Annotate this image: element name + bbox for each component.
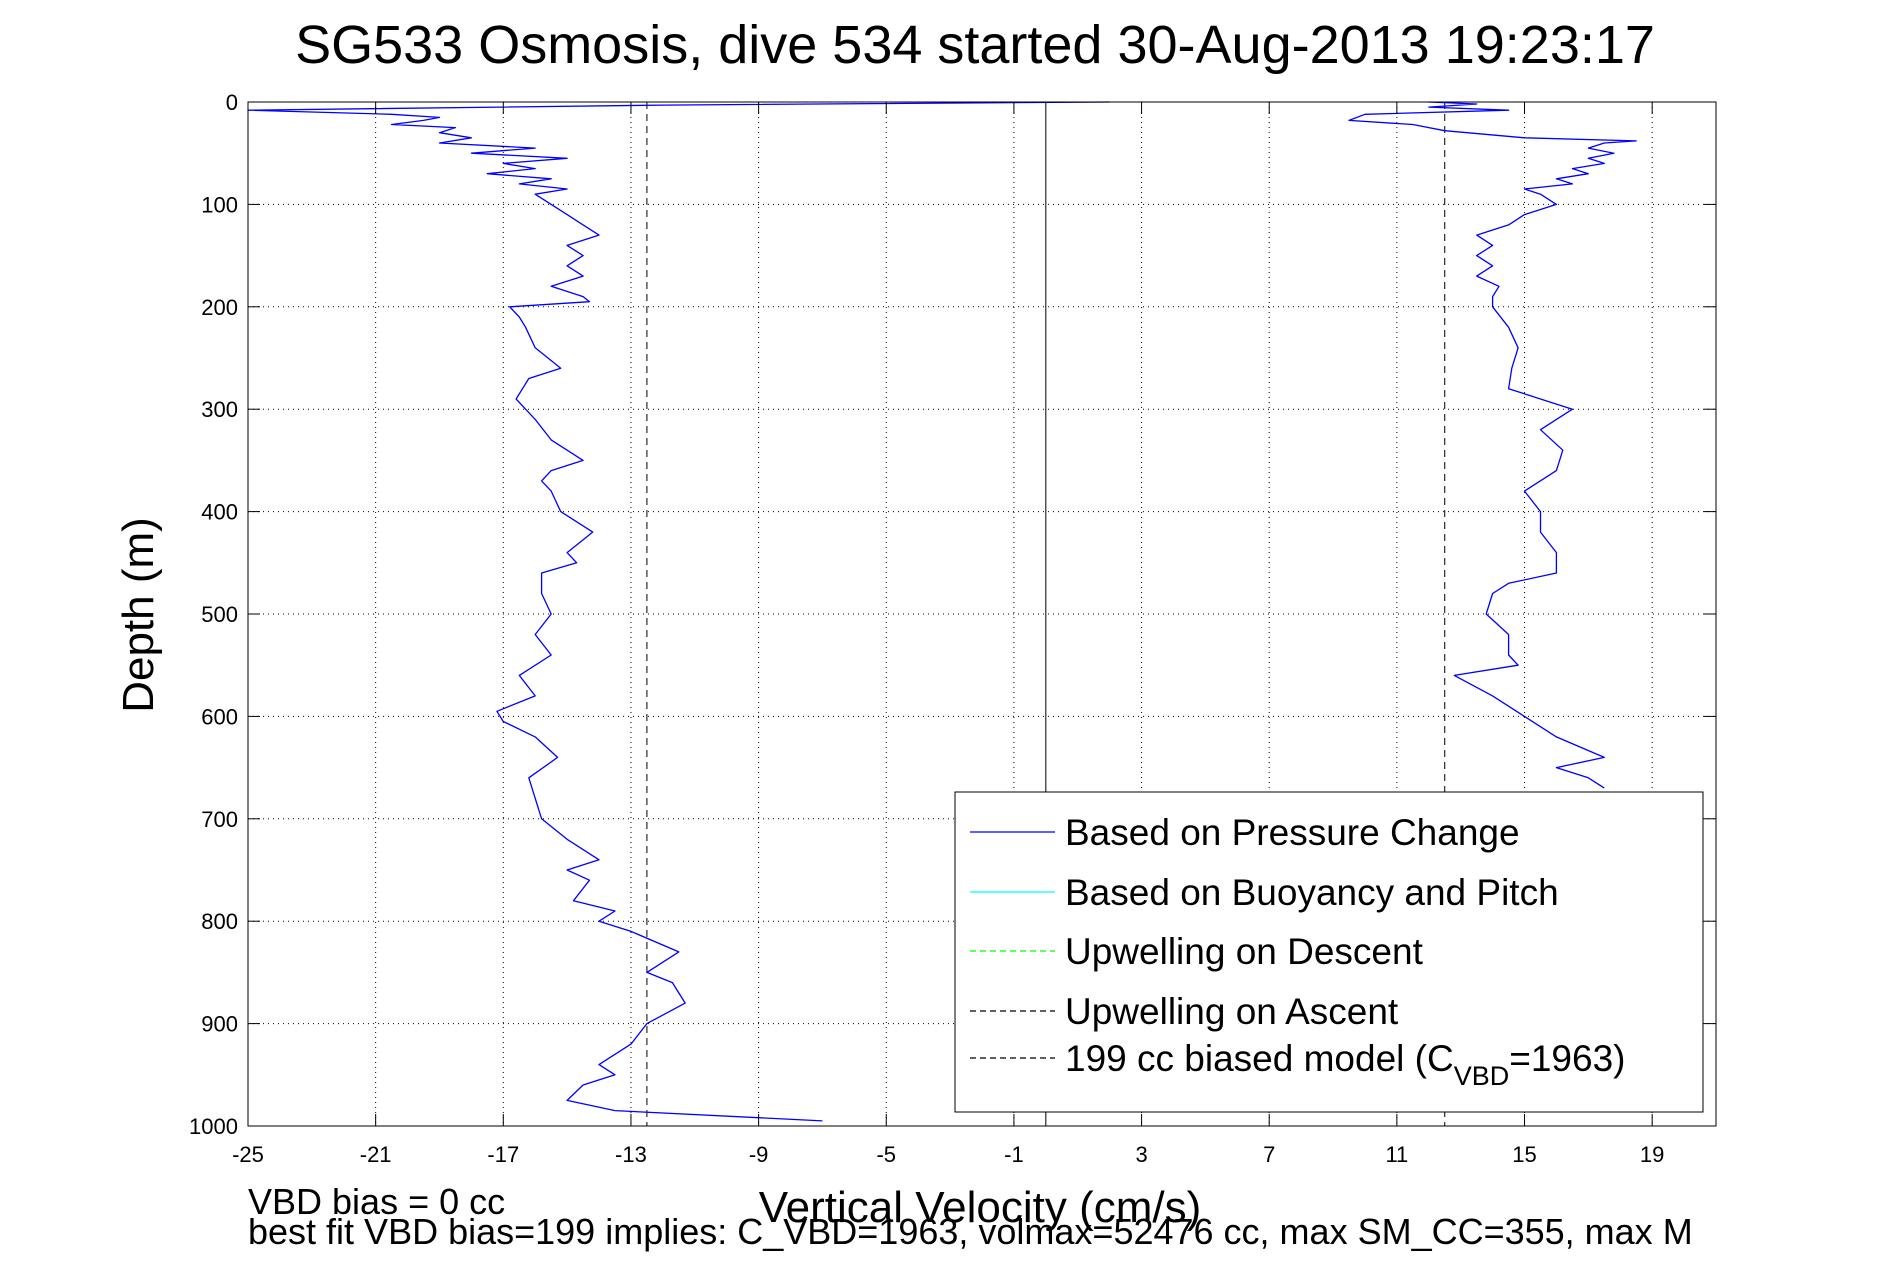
x-tick-label: 15 bbox=[1512, 1142, 1536, 1167]
x-tick-label: 11 bbox=[1385, 1142, 1408, 1167]
legend-label: Based on Buoyancy and Pitch bbox=[1065, 872, 1559, 913]
y-tick-label: 900 bbox=[201, 1012, 238, 1037]
best-fit-note: best fit VBD bias=199 implies: C_VBD=196… bbox=[248, 1211, 1693, 1252]
x-tick-label: 3 bbox=[1135, 1142, 1147, 1167]
series-line-ascent bbox=[1348, 101, 1637, 789]
axis-ticks: -25 -21 -17 -13 -9 -5 -1 3 7 11 15 1901002003004005… bbox=[189, 90, 1716, 1167]
y-tick-label: 700 bbox=[201, 807, 238, 832]
x-tick-label: 7 bbox=[1263, 1142, 1275, 1167]
y-axis-label: Depth (m) bbox=[114, 517, 163, 713]
y-tick-label: 200 bbox=[201, 295, 238, 320]
y-tick-label: 800 bbox=[201, 909, 238, 934]
legend-label: Upwelling on Descent bbox=[1065, 931, 1424, 972]
y-tick-label: 0 bbox=[226, 90, 238, 115]
legend-box bbox=[954, 791, 1704, 1113]
grid-lines bbox=[247, 101, 1716, 1127]
y-tick-label: 400 bbox=[201, 500, 238, 525]
legend: Based on Pressure Change Based on Buoyanc… bbox=[954, 791, 1704, 1113]
y-tick-label: 600 bbox=[201, 704, 238, 729]
legend-label: Based on Pressure Change bbox=[1065, 812, 1520, 853]
y-tick-label: 300 bbox=[201, 397, 238, 422]
x-tick-label: -21 bbox=[360, 1142, 392, 1167]
series-line-descent bbox=[247, 101, 1110, 1122]
x-tick-label: 19 bbox=[1640, 1142, 1664, 1167]
vbd-bias-note: VBD bias = 0 cc bbox=[248, 1181, 506, 1222]
chart-title: SG533 Osmosis, dive 534 started 30-Aug-2… bbox=[295, 15, 1655, 75]
x-tick-label: -5 bbox=[876, 1142, 896, 1167]
x-tick-label: -1 bbox=[1004, 1142, 1024, 1167]
legend-label: Upwelling on Ascent bbox=[1065, 991, 1399, 1032]
x-axis-label: Vertical Velocity (cm/s) bbox=[759, 1183, 1202, 1232]
x-tick-label: -9 bbox=[749, 1142, 769, 1167]
y-tick-label: 100 bbox=[201, 192, 238, 217]
y-tick-label: 500 bbox=[201, 602, 238, 627]
x-tick-label: -17 bbox=[487, 1142, 519, 1167]
x-tick-label: -13 bbox=[615, 1142, 647, 1167]
y-tick-label: 1000 bbox=[189, 1114, 238, 1139]
data-series bbox=[247, 101, 1637, 1122]
x-tick-label: -25 bbox=[232, 1142, 264, 1167]
